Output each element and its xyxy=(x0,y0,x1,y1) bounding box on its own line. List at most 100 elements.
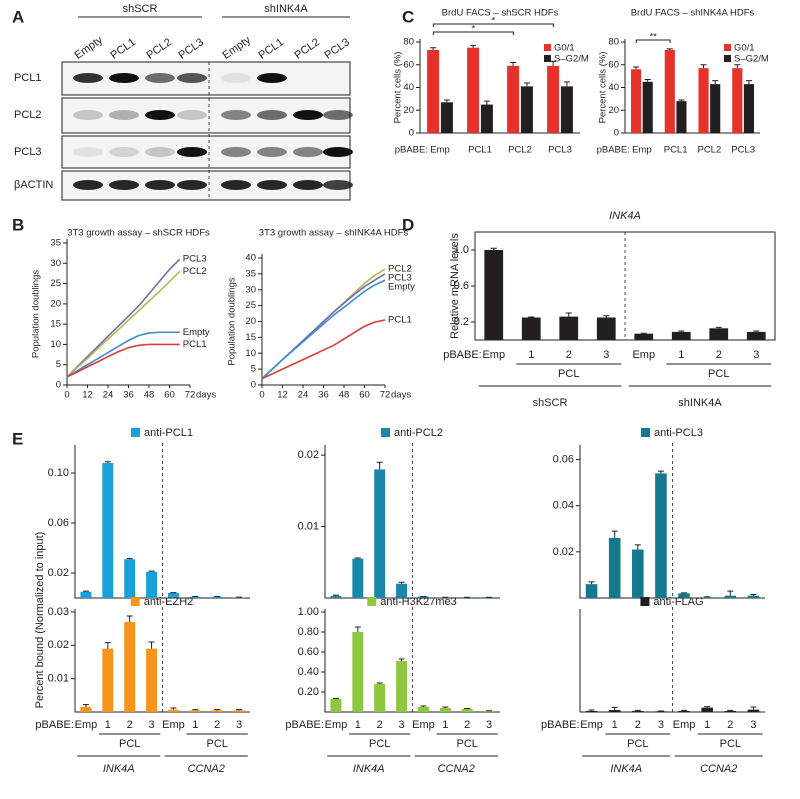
chart-title: 3T3 growth assay – shINK4A HDFs xyxy=(259,228,409,239)
blot-row-label: βACTIN xyxy=(14,179,53,191)
y-tick-label: 0.10 xyxy=(48,467,69,479)
group-label: shSCR xyxy=(533,397,568,409)
error-bar xyxy=(430,47,437,50)
legend-label: PCL2 xyxy=(183,266,207,277)
blot-row-label: PCL3 xyxy=(14,146,42,158)
chart-title: anti-FLAG xyxy=(653,596,703,608)
blot-band xyxy=(145,110,175,120)
error-bar xyxy=(633,66,640,70)
y-tick-label: 0.40 xyxy=(298,666,319,678)
x-prefix: pBABE: xyxy=(35,719,74,731)
error-bar xyxy=(354,626,361,632)
y-tick-label: 1.00 xyxy=(298,606,319,618)
y-tick-label: 80 xyxy=(403,37,414,48)
x-tick-label: Emp xyxy=(75,719,98,731)
bar xyxy=(608,710,621,712)
legend-label: PCL3 xyxy=(388,273,412,284)
y-tick-label: 0.6 xyxy=(454,280,469,292)
x-tick-label: 3 xyxy=(603,349,609,361)
bar xyxy=(417,596,429,598)
subgroup-label: PCL xyxy=(369,738,390,750)
subgroup-label: PCL xyxy=(456,738,477,750)
group-label: CCNA2 xyxy=(700,763,737,775)
blot-band xyxy=(177,147,207,157)
bar xyxy=(642,81,653,133)
x-tick-label: 3 xyxy=(236,719,242,731)
subgroup-label: PCL xyxy=(720,738,741,750)
chart-title: anti-PCL3 xyxy=(654,427,703,439)
legend-swatch xyxy=(640,597,650,606)
x-tick-label: 2 xyxy=(635,719,641,731)
blot-band xyxy=(257,110,287,120)
bar xyxy=(701,707,713,712)
x-tick-label: Emp xyxy=(632,349,655,361)
x-tick-label: 1 xyxy=(192,719,198,731)
blot-lane-label: PCL1 xyxy=(257,36,286,62)
bar xyxy=(710,84,721,133)
error-bar xyxy=(634,544,641,550)
series-line xyxy=(66,270,181,378)
error-bar xyxy=(82,590,89,592)
bar xyxy=(102,648,114,712)
y-tick-label: 40 xyxy=(608,82,619,93)
x-tick-label: 2 xyxy=(377,719,383,731)
y-tick-label: 60 xyxy=(403,59,414,70)
error-bar xyxy=(666,48,673,50)
x-tick-label: PCL2 xyxy=(697,145,721,156)
blot-band xyxy=(257,73,287,83)
bar xyxy=(352,632,364,712)
error-bar xyxy=(588,709,595,711)
blot-band xyxy=(323,147,353,157)
legend-swatch xyxy=(381,428,391,437)
axis xyxy=(66,239,190,386)
axis xyxy=(74,609,250,713)
error-bar xyxy=(104,461,111,463)
series-line xyxy=(66,331,180,378)
bar xyxy=(417,707,429,712)
x-tick-label: 3 xyxy=(750,719,756,731)
error-bar xyxy=(715,326,722,329)
error-bar xyxy=(678,330,685,332)
x-prefix: pBABE: xyxy=(395,145,428,156)
y-tick-label: 0.03 xyxy=(48,606,69,618)
blot-row-label: PCL1 xyxy=(14,72,42,84)
group-label: CCNA2 xyxy=(188,763,225,775)
error-bar xyxy=(464,708,471,709)
blot-lane-label: PCL1 xyxy=(109,36,138,62)
blot-band xyxy=(293,147,323,157)
blot-band xyxy=(109,180,139,190)
x-tick-label: 12 xyxy=(82,390,93,401)
bar xyxy=(732,68,743,133)
y-axis-label: Relative mRNA levels xyxy=(449,233,461,339)
x-tick-label: Emp xyxy=(482,349,505,361)
y-tick-label: 0.02 xyxy=(48,639,69,651)
error-bar xyxy=(332,698,339,699)
legend-swatch xyxy=(544,55,551,62)
bar xyxy=(102,463,114,598)
blot-band xyxy=(73,180,103,190)
y-tick-label: 25 xyxy=(245,300,256,311)
bar xyxy=(676,101,687,133)
error-bar xyxy=(750,706,757,710)
error-bar xyxy=(734,64,741,69)
error-bar xyxy=(588,581,595,585)
x-tick-label: 2 xyxy=(716,349,722,361)
bracket xyxy=(635,39,671,43)
bar xyxy=(743,84,755,133)
bar xyxy=(167,709,179,712)
x-tick-label: 2 xyxy=(727,719,733,731)
bar xyxy=(233,710,245,712)
x-tick-label: 12 xyxy=(277,390,288,401)
bar xyxy=(521,317,541,340)
error-bar xyxy=(510,61,517,66)
y-tick-label: 20 xyxy=(403,105,414,116)
series-line xyxy=(66,343,180,378)
error-bar xyxy=(704,706,711,708)
bar xyxy=(427,49,440,133)
bracket xyxy=(432,23,554,27)
error-bar xyxy=(483,100,490,105)
blot-band xyxy=(109,110,139,120)
x-tick-label: 48 xyxy=(339,390,350,401)
y-tick-label: 15 xyxy=(245,332,256,343)
blot-lane-label: Empty xyxy=(221,34,254,62)
